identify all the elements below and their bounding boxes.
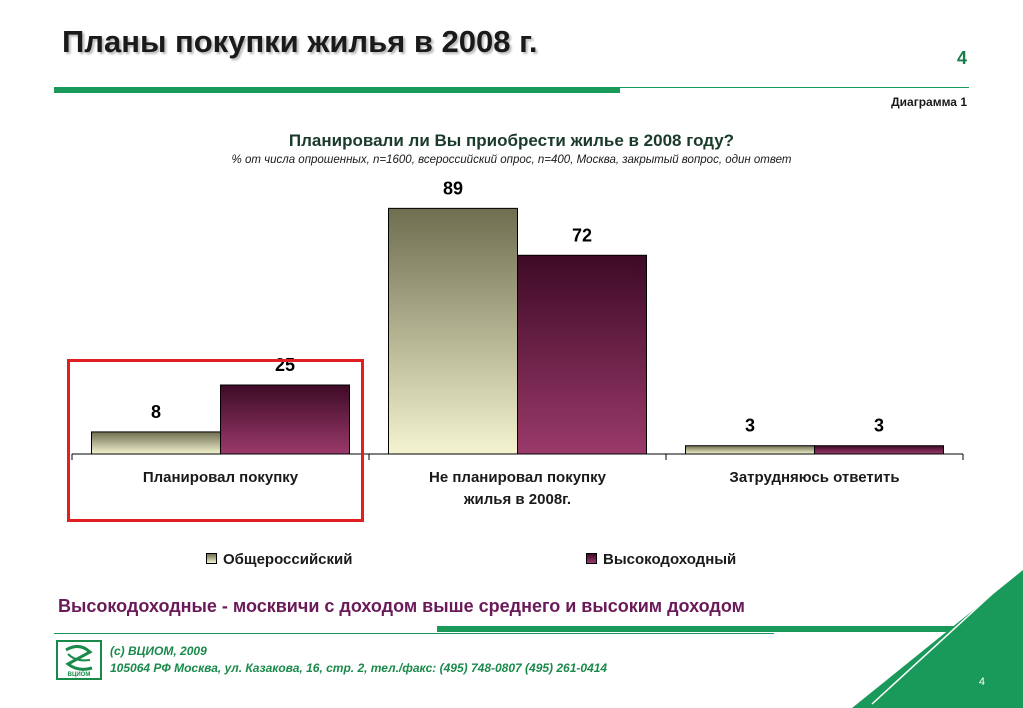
page-title: Планы покупки жилья в 2008 г.: [62, 24, 538, 59]
data-label-high-income-2: 3: [874, 416, 884, 436]
corner-decoration: [852, 570, 1023, 708]
bar-high-income-1: [517, 254, 647, 455]
category-label-1-line-1: жилья в 2008г.: [463, 491, 571, 508]
legend-label-high-income: Высокодоходный: [603, 551, 737, 568]
logo-text: ВЦИОМ: [68, 672, 91, 678]
header-divider-thin: [54, 87, 969, 88]
legend-item-high-income: Высокодоходный: [586, 551, 736, 568]
footer-page-number: 4: [978, 676, 985, 688]
page-number: 4: [956, 48, 967, 68]
chart-title: Планировали ли Вы приобрести жилье в 200…: [288, 131, 735, 150]
vciom-logo: ВЦИОМ: [56, 640, 102, 680]
bar-general-1: [388, 207, 518, 455]
chart-subtitle: % от числа опрошенных, n=1600, всероссий…: [231, 154, 792, 166]
category-label-0-line-0: Планировал покупку: [143, 469, 299, 486]
footer-address: 105064 РФ Москва, ул. Казакова, 16, стр.…: [110, 661, 608, 675]
highlight-frame: [67, 359, 364, 522]
diagram-label: Диаграмма 1: [891, 95, 967, 109]
legend-swatch-general: [206, 552, 217, 564]
footer-copyright: (c) ВЦИОМ, 2009: [110, 644, 207, 658]
footer-divider-thin: [54, 633, 774, 634]
category-label-1-line-0: Не планировал покупку: [429, 469, 607, 486]
data-label-general-2: 3: [745, 416, 755, 436]
data-label-general-1: 89: [443, 178, 463, 198]
header-divider-thick: [54, 87, 620, 93]
legend-label-general: Общероссийский: [223, 551, 353, 568]
bar-high-income-2: [814, 445, 944, 455]
bar-general-2: [685, 445, 815, 455]
legend-swatch-high-income: [586, 552, 597, 564]
footnote: Высокодоходные - москвичи с доходом выше…: [58, 596, 745, 616]
legend-item-general: Общероссийский: [206, 551, 352, 568]
data-label-general-0: 8: [151, 402, 161, 422]
footer-divider-thick: [437, 626, 957, 632]
category-label-2-line-0: Затрудняюсь ответить: [729, 469, 899, 486]
bar-high-income-0: [220, 384, 350, 455]
data-label-high-income-1: 72: [572, 225, 592, 245]
